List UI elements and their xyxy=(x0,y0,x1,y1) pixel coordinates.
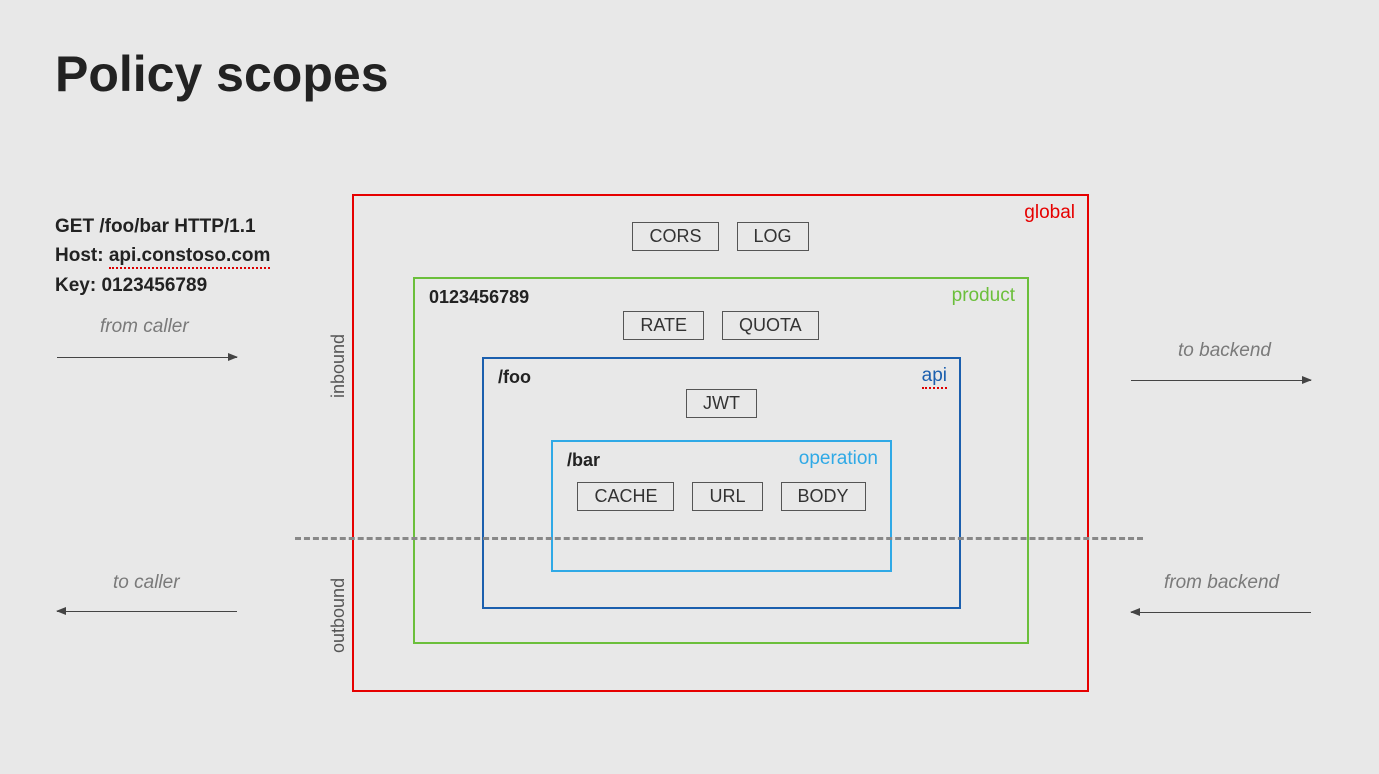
policy-chip: RATE xyxy=(623,311,704,340)
request-line-1: GET /foo/bar HTTP/1.1 xyxy=(55,212,270,241)
scope-operation-chips: CACHE URL BODY xyxy=(553,482,890,511)
to-caller-arrow xyxy=(57,611,237,612)
to-backend-arrow xyxy=(1131,380,1311,381)
scope-global-label: global xyxy=(1024,202,1075,224)
request-line-3: Key: 0123456789 xyxy=(55,271,270,300)
policy-chip: URL xyxy=(692,482,762,511)
policy-chip: QUOTA xyxy=(722,311,819,340)
inbound-label: inbound xyxy=(328,334,349,398)
policy-chip: CORS xyxy=(632,222,718,251)
to-backend-label: to backend xyxy=(1178,340,1271,362)
scope-operation: /bar operation CACHE URL BODY xyxy=(551,440,892,572)
outbound-label: outbound xyxy=(328,578,349,653)
request-host-value: api.constoso.com xyxy=(109,245,271,269)
to-caller-label: to caller xyxy=(113,572,180,594)
page-title: Policy scopes xyxy=(55,45,389,103)
from-backend-label: from backend xyxy=(1164,572,1279,594)
scope-api-chips: JWT xyxy=(484,389,959,418)
request-host-prefix: Host: xyxy=(55,245,109,266)
scope-global-chips: CORS LOG xyxy=(354,222,1087,251)
policy-chip: JWT xyxy=(686,389,757,418)
scope-operation-key: /bar xyxy=(567,450,600,471)
scope-product-label: product xyxy=(952,285,1015,307)
from-backend-arrow xyxy=(1131,612,1311,613)
inbound-outbound-divider xyxy=(295,537,1143,540)
policy-chip: LOG xyxy=(737,222,809,251)
policy-chip: CACHE xyxy=(577,482,674,511)
http-request-block: GET /foo/bar HTTP/1.1 Host: api.constoso… xyxy=(55,212,270,300)
scope-operation-label: operation xyxy=(799,448,878,470)
from-caller-arrow xyxy=(57,357,237,358)
from-caller-label: from caller xyxy=(100,316,189,338)
policy-chip: BODY xyxy=(781,482,866,511)
scope-api-key: /foo xyxy=(498,367,531,388)
request-line-2: Host: api.constoso.com xyxy=(55,241,270,270)
scope-product-key: 0123456789 xyxy=(429,287,529,308)
scope-api-label: api xyxy=(922,365,947,389)
scope-product-chips: RATE QUOTA xyxy=(415,311,1027,340)
